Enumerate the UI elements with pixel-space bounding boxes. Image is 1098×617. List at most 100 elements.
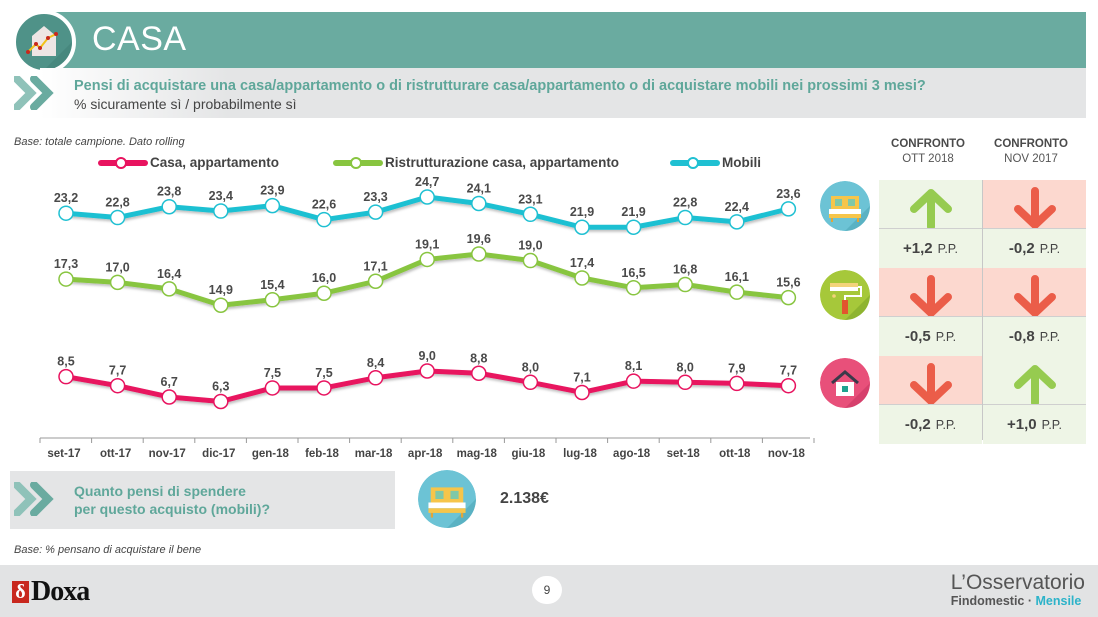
data-point bbox=[367, 273, 384, 289]
data-point bbox=[316, 285, 332, 301]
x-tick-label: mag-18 bbox=[457, 448, 498, 460]
comparison-value: -0,8 P.P. bbox=[983, 316, 1086, 356]
doxa-logo-text: Doxa bbox=[31, 576, 90, 607]
data-point bbox=[471, 365, 487, 382]
data-label: 23,9 bbox=[260, 184, 284, 198]
series-2: 23,2 22,8 23,8 23,4 23,9 22,6 23,3 24,7 24,1 23,1… bbox=[54, 175, 801, 235]
comparison-value-unit: P.P. bbox=[1041, 417, 1063, 432]
arrow-down-icon bbox=[909, 275, 952, 317]
data-label: 24,1 bbox=[467, 181, 491, 195]
data-label: 7,1 bbox=[573, 370, 590, 384]
data-point bbox=[109, 377, 126, 394]
doxa-logo: δ Doxa bbox=[12, 576, 90, 607]
question-subtitle: % sicuramente sì / probabilmente sì bbox=[74, 96, 297, 112]
x-tick-label: gen-18 bbox=[252, 448, 290, 460]
data-point bbox=[729, 214, 745, 230]
data-label: 8,8 bbox=[470, 351, 487, 365]
data-point bbox=[780, 377, 797, 394]
data-point bbox=[161, 389, 177, 405]
paint-roller-icon bbox=[820, 270, 870, 320]
comparison-value-unit: P.P. bbox=[937, 241, 959, 256]
comparison-value-number: +1,2 bbox=[902, 240, 933, 257]
double-chevron-icon bbox=[13, 75, 54, 111]
spend-question: Quanto pensi di spendere per questo acqu… bbox=[74, 482, 270, 518]
data-label: 6,7 bbox=[161, 375, 178, 389]
data-label: 7,9 bbox=[728, 361, 745, 375]
data-point bbox=[316, 380, 332, 396]
data-point bbox=[522, 206, 539, 223]
data-label: 21,9 bbox=[621, 205, 645, 219]
comparison-header-ott2018: CONFRONTO OTT 2018 bbox=[873, 137, 983, 167]
data-point bbox=[522, 374, 539, 391]
comparison-value: -0,2 P.P. bbox=[879, 404, 982, 444]
data-label: 8,0 bbox=[677, 360, 694, 374]
data-point bbox=[58, 368, 74, 385]
data-point bbox=[367, 370, 384, 386]
page-title: CASA bbox=[92, 20, 187, 58]
x-tick-label: mar-18 bbox=[355, 448, 393, 460]
data-point bbox=[574, 219, 590, 235]
x-tick-label: set-18 bbox=[667, 448, 701, 460]
data-label: 23,1 bbox=[518, 192, 542, 206]
data-point bbox=[161, 281, 177, 297]
data-point bbox=[264, 380, 281, 396]
data-point bbox=[780, 289, 797, 306]
arrow-up-icon bbox=[1013, 365, 1056, 407]
comparison-value: -0,2 P.P. bbox=[983, 228, 1086, 268]
legend-label: Mobili bbox=[722, 155, 761, 170]
x-tick-label: lug-18 bbox=[563, 448, 597, 460]
data-point bbox=[58, 205, 74, 221]
comparison-value: +1,0 P.P. bbox=[983, 404, 1086, 444]
data-point bbox=[316, 211, 332, 228]
x-tick-label: apr-18 bbox=[408, 448, 443, 460]
base-note: Base: totale campione. Dato rolling bbox=[14, 136, 185, 148]
data-point bbox=[161, 198, 177, 215]
data-point bbox=[729, 375, 745, 392]
osservatorio-subtitle: Findomestic · Mensile bbox=[951, 594, 1085, 608]
x-tick-label: set-17 bbox=[47, 448, 80, 460]
data-point bbox=[367, 204, 384, 220]
legend-swatch bbox=[333, 156, 383, 169]
data-label: 19,0 bbox=[518, 239, 542, 253]
comparison-value: -0,5 P.P. bbox=[879, 316, 982, 356]
data-point bbox=[677, 374, 693, 391]
data-point bbox=[522, 252, 539, 269]
data-label: 15,6 bbox=[776, 276, 800, 290]
legend-label: Casa, appartamento bbox=[150, 155, 280, 170]
data-label: 8,4 bbox=[367, 356, 384, 370]
base-note-spend: Base: % pensano di acquistare il bene bbox=[14, 544, 202, 556]
comparison-value-unit: P.P. bbox=[935, 417, 957, 432]
data-point bbox=[574, 384, 590, 401]
comparison-header-nov2017: CONFRONTO NOV 2017 bbox=[976, 137, 1086, 167]
data-label: 23,6 bbox=[776, 187, 800, 201]
data-label: 16,8 bbox=[673, 263, 697, 277]
comparison-header-title: CONFRONTO bbox=[994, 138, 1068, 150]
data-point bbox=[213, 393, 229, 410]
data-label: 17,3 bbox=[54, 257, 78, 271]
data-point bbox=[625, 280, 642, 296]
data-label: 7,7 bbox=[780, 364, 797, 378]
data-label: 24,7 bbox=[415, 175, 439, 189]
x-tick-label: giu-18 bbox=[511, 448, 545, 460]
data-point bbox=[625, 219, 642, 235]
data-point bbox=[419, 251, 435, 268]
question-title: Pensi di acquistare una casa/appartament… bbox=[74, 78, 926, 94]
data-point bbox=[419, 363, 435, 379]
data-label: 23,8 bbox=[157, 185, 181, 199]
data-label: 8,5 bbox=[57, 355, 74, 369]
data-point bbox=[677, 209, 693, 226]
spend-value: 2.138€ bbox=[500, 490, 549, 507]
osservatorio-logo: L’Osservatorio Findomestic · Mensile bbox=[951, 572, 1085, 609]
comparison-value-number: -0,5 bbox=[904, 328, 931, 345]
comparison-header-period: NOV 2017 bbox=[1004, 153, 1058, 165]
data-point bbox=[471, 246, 487, 262]
data-label: 8,1 bbox=[625, 359, 642, 373]
data-label: 19,6 bbox=[467, 232, 491, 246]
data-label: 22,8 bbox=[105, 196, 129, 210]
data-point bbox=[729, 284, 745, 300]
spend-question-bar bbox=[10, 471, 395, 529]
data-point bbox=[625, 373, 642, 389]
page-number: 9 bbox=[532, 576, 562, 604]
data-label: 9,0 bbox=[419, 349, 436, 363]
